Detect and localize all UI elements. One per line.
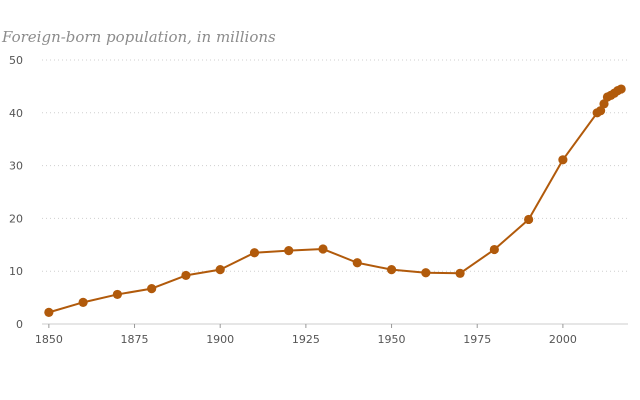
data-point-1980 (489, 244, 499, 255)
data-point-1970 (455, 268, 465, 278)
data-point-1920 (284, 246, 294, 256)
data-point-1870 (112, 289, 122, 300)
x-tick-label-1850: 1850 (35, 333, 63, 346)
chart-title: Foreign-born population, in millions (2, 28, 276, 46)
data-series (44, 84, 626, 317)
x-tick-label-1925: 1925 (292, 333, 320, 346)
y-tick-label-10: 10 (9, 265, 23, 278)
y-axis: 0 10 20 30 40 50 (9, 54, 23, 331)
data-point-2000 (558, 155, 568, 165)
data-point-1900 (215, 265, 225, 275)
y-tick-label-20: 20 (9, 212, 23, 225)
x-tick-label-2000: 2000 (549, 333, 577, 346)
x-axis: 1850 1875 1900 1925 1950 1975 2000 (35, 323, 628, 346)
data-point-1910 (249, 248, 260, 258)
data-point-1890 (181, 270, 191, 281)
x-tick-label-1900: 1900 (206, 333, 234, 346)
y-tick-label-30: 30 (9, 160, 23, 173)
data-point-1880 (147, 284, 157, 294)
series-line-0 (48, 88, 622, 314)
data-point-1860 (78, 297, 88, 307)
data-point-2012 (599, 99, 609, 109)
data-point-2011 (595, 106, 606, 116)
data-point-1960 (421, 268, 431, 278)
data-point-1850 (44, 307, 54, 317)
grid-lines (42, 59, 628, 272)
y-tick-label-50: 50 (9, 54, 23, 67)
x-tick-label-1875: 1875 (121, 333, 149, 346)
data-point-1930 (318, 244, 328, 254)
x-tick-label-1950: 1950 (378, 333, 406, 346)
y-tick-label-0: 0 (16, 318, 23, 331)
data-point-1990 (524, 214, 534, 225)
data-point-1940 (352, 258, 362, 268)
data-point-1950 (386, 265, 397, 275)
y-tick-label-40: 40 (9, 107, 23, 120)
data-point-2017 (616, 84, 626, 94)
x-tick-label-1975: 1975 (463, 333, 491, 346)
